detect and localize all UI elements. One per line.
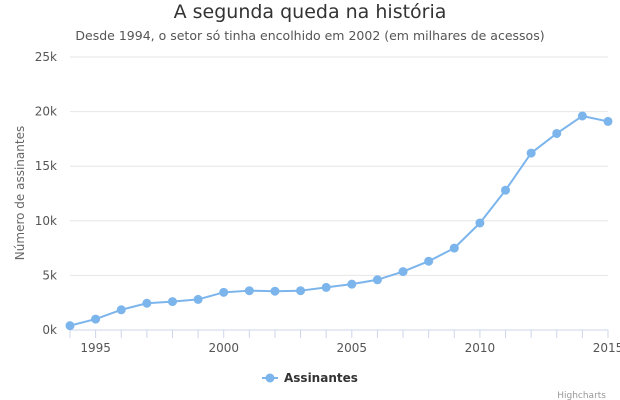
series-line <box>69 114 609 327</box>
y-tick-label: 25k <box>35 50 57 64</box>
data-point[interactable] <box>270 286 280 296</box>
chart-title: A segunda queda na história <box>174 1 447 23</box>
credits-link[interactable]: Highcharts <box>557 391 606 400</box>
data-point[interactable] <box>526 148 536 158</box>
legend-item-assinantes[interactable]: Assinantes <box>284 371 358 385</box>
data-point[interactable] <box>552 128 562 138</box>
data-point[interactable] <box>577 111 587 121</box>
data-point[interactable] <box>372 275 382 285</box>
data-point[interactable] <box>475 218 485 228</box>
legend-marker-icon <box>265 373 275 383</box>
y-tick-label: 0k <box>42 323 57 337</box>
y-tick-label: 10k <box>35 214 57 228</box>
data-point[interactable] <box>91 314 101 324</box>
x-tick-label: 2010 <box>465 341 496 355</box>
data-point[interactable] <box>219 287 229 297</box>
data-point[interactable] <box>167 297 177 307</box>
x-tick-label: 2015 <box>593 341 620 355</box>
data-point[interactable] <box>424 256 434 266</box>
x-axis: 1995 2000 2005 2010 2015 <box>69 329 620 355</box>
chart-subtitle: Desde 1994, o setor só tinha encolhido e… <box>75 28 544 43</box>
x-tick-label: 2005 <box>337 341 368 355</box>
data-point[interactable] <box>347 279 357 289</box>
data-point[interactable] <box>321 282 331 292</box>
data-point[interactable] <box>244 286 254 296</box>
data-point[interactable] <box>193 294 203 304</box>
data-point[interactable] <box>116 305 126 315</box>
x-tick-label: 2000 <box>208 341 239 355</box>
legend[interactable]: Assinantes <box>262 371 358 385</box>
series-assinantes <box>65 111 613 331</box>
data-point[interactable] <box>142 298 152 308</box>
data-point[interactable] <box>501 185 511 195</box>
y-axis-title: Número de assinantes <box>13 126 27 260</box>
y-tick-label: 20k <box>35 105 57 119</box>
y-tick-label: 15k <box>35 159 57 173</box>
data-point[interactable] <box>398 267 408 277</box>
y-tick-label: 5k <box>42 268 57 282</box>
data-point[interactable] <box>449 243 459 253</box>
data-point[interactable] <box>603 116 613 126</box>
data-point[interactable] <box>296 286 306 296</box>
data-point[interactable] <box>65 321 75 331</box>
grid-lines <box>70 56 608 276</box>
x-tick-label: 1995 <box>80 341 111 355</box>
y-axis-labels: 0k 5k 10k 15k 20k 25k <box>35 50 57 337</box>
